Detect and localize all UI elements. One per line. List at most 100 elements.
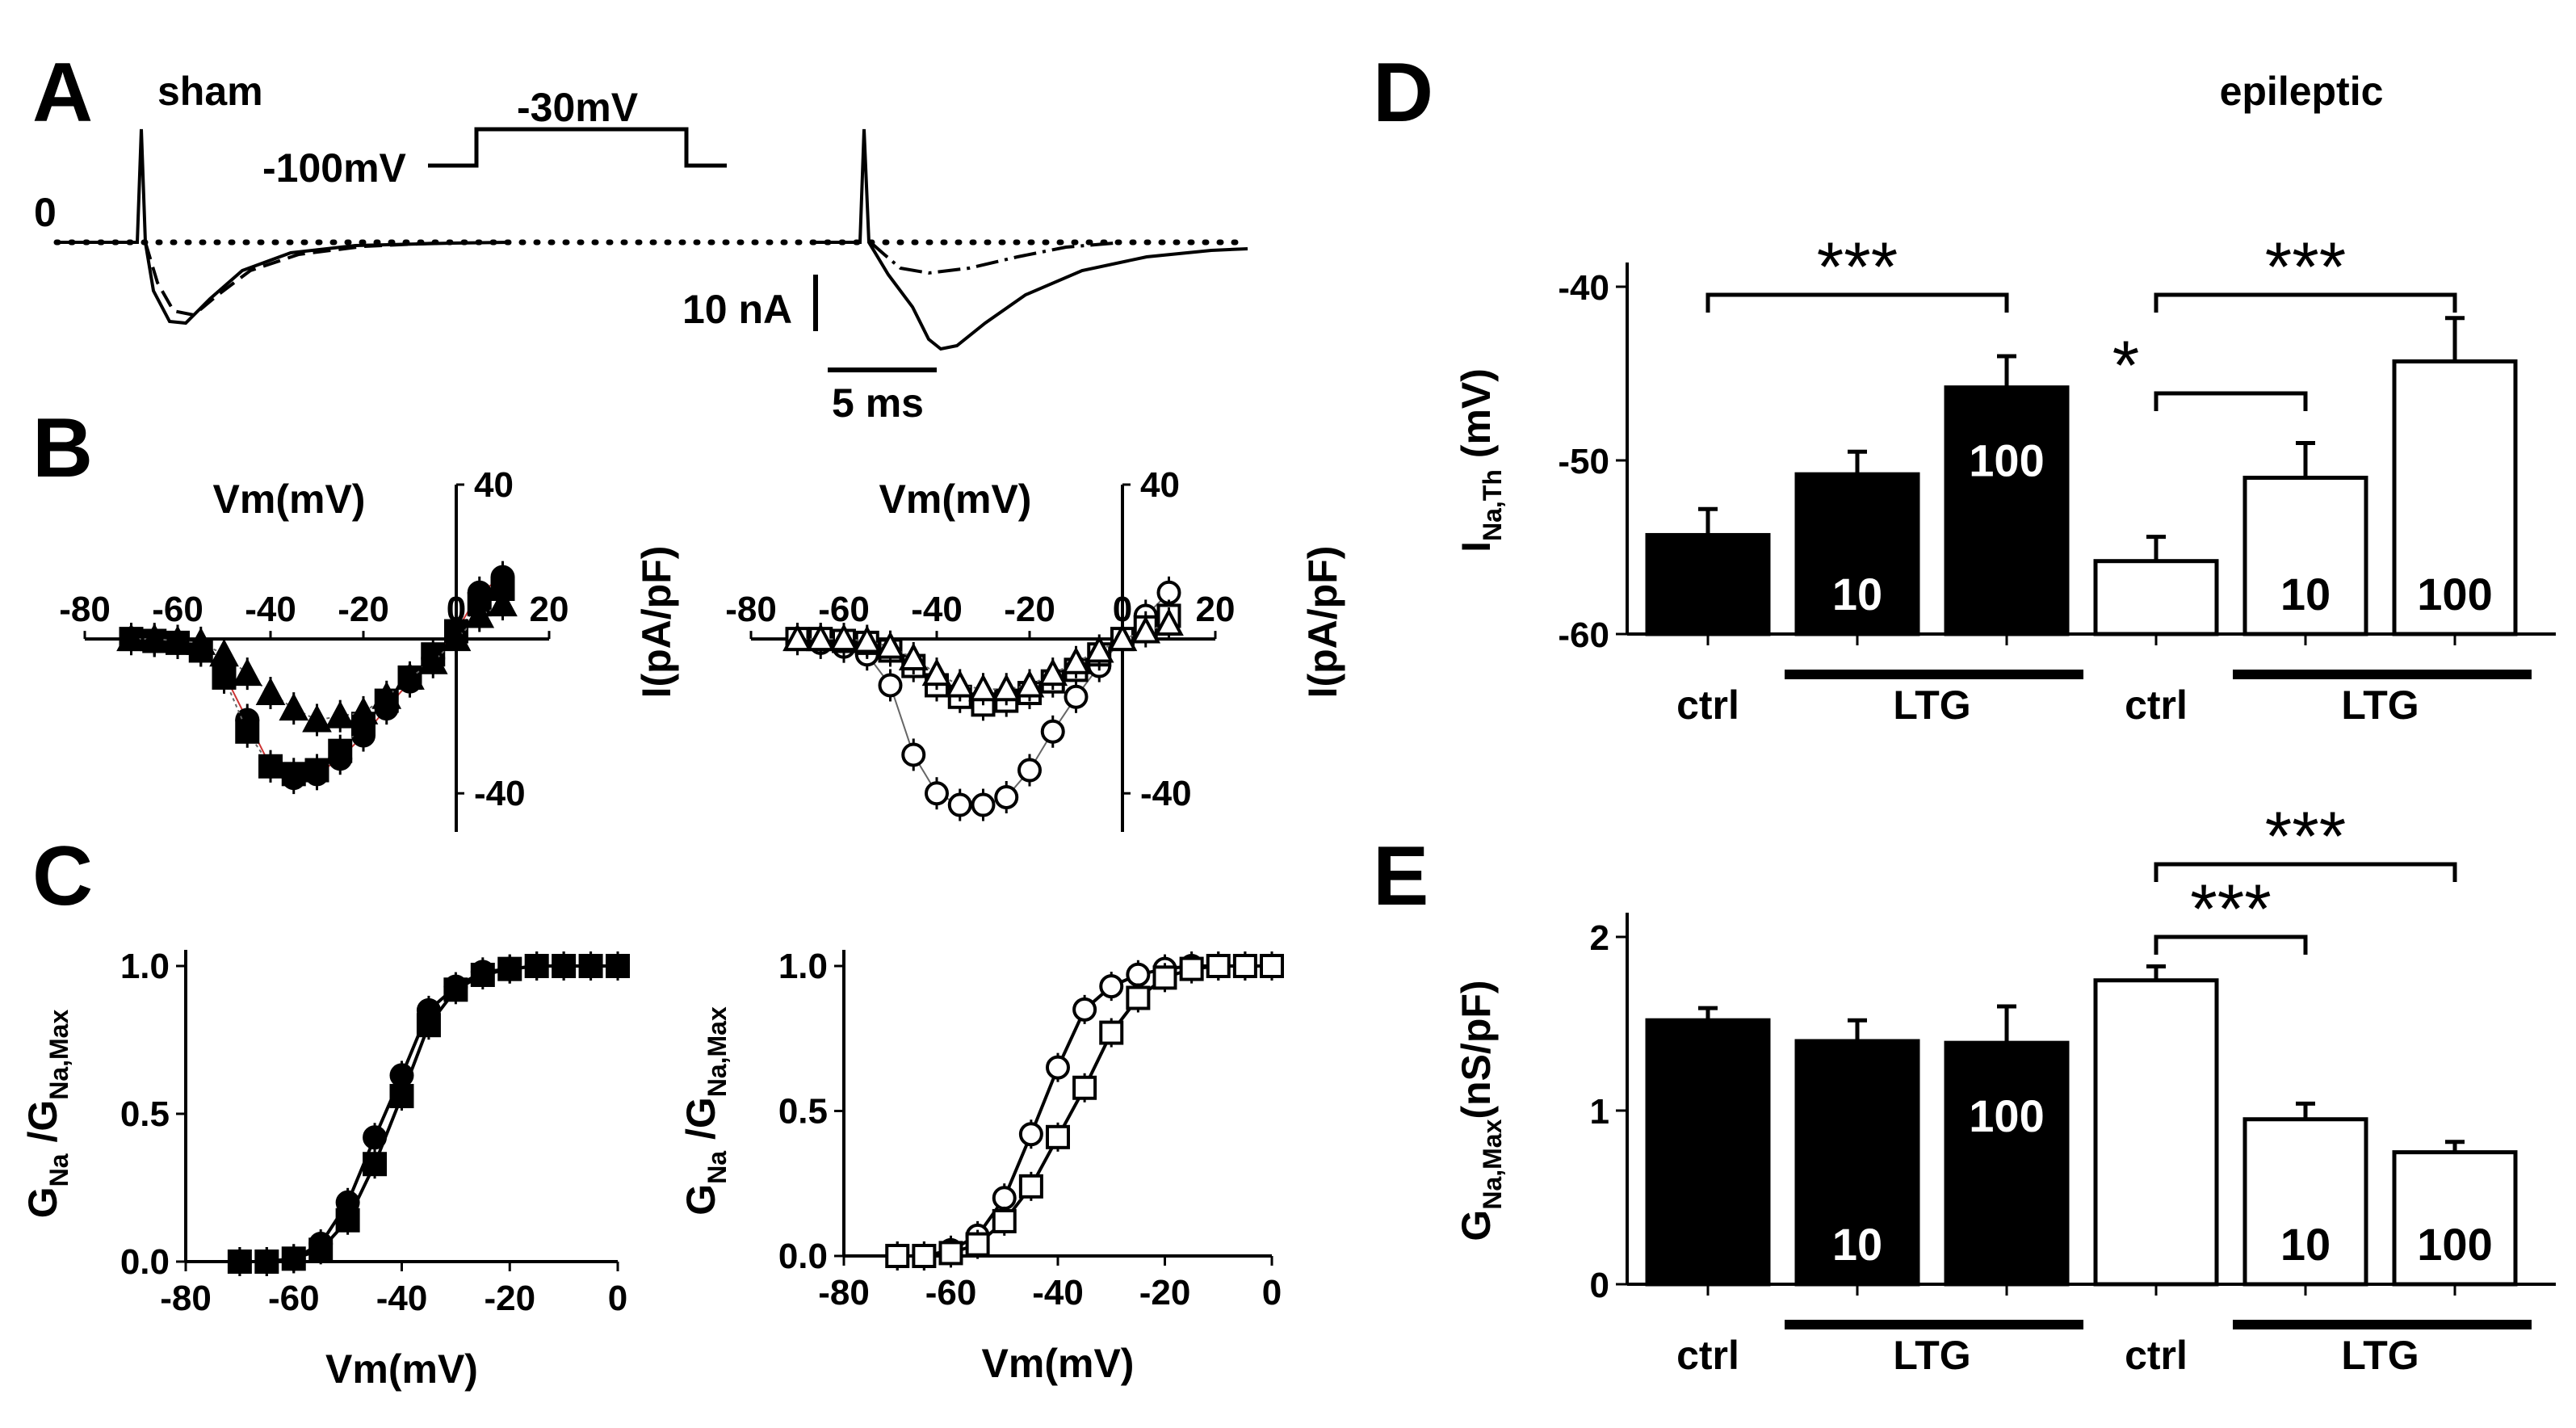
x-tick-label: -40 [376,1279,428,1318]
x-tick-label: -60 [925,1273,977,1312]
bar-inner-label: 10 [1832,569,1882,620]
x-tick-label: -20 [1004,590,1055,629]
group-label: ctrl [1676,682,1739,728]
data-point [363,1152,388,1177]
panel-c-left-activation-plot: -80 -60 -40 -20 0 0.0 0.5 1.0 Vm(mV) GNa /GNa,Max [20,947,630,1392]
epileptic-trace-dashdot [869,241,1115,275]
bar-inner-label: 100 [2417,569,2492,620]
sham-trace-dashed [144,242,437,317]
data-point [395,662,425,690]
y-tick-label: 0.0 [120,1242,170,1282]
data-point [1126,985,1151,1010]
protocol-step-label: -30mV [517,85,639,130]
data-point [991,673,1022,702]
data-point [912,1244,937,1268]
data-point [254,1250,279,1274]
data-point [925,781,949,806]
panel-letter-e: E [1373,830,1429,923]
data-point [1154,607,1184,636]
bar-inner-label: 100 [1969,435,2044,486]
data-point [255,677,286,705]
x-axis-label: Vm(mV) [213,477,366,522]
data-point [1099,974,1124,999]
data-point [162,625,193,653]
data-point [992,1208,1017,1233]
data-point [371,681,402,709]
y-axis-label-unit: (nS/pF) [1454,980,1499,1119]
current-scale-label: 10 nA [682,287,792,332]
y-axis-label: INa,Th (mV) [1454,368,1507,552]
group-label: LTG [1893,1333,1970,1378]
data-point [805,623,836,652]
y-tick-label: 2 [1590,918,1609,958]
bar [2392,359,2518,636]
significance-stars: *** [2265,798,2346,876]
data-point [497,956,522,981]
data-point [1072,997,1097,1022]
data-point [878,673,903,698]
data-point [416,1013,441,1038]
data-point [921,657,952,687]
panel-a-traces: sham -100mV -30mV 0 10 nA 5 ms [34,69,1251,426]
y-tick-label: 40 [1140,465,1180,505]
y-tick-label: 0.0 [778,1237,828,1276]
voltage-protocol [428,127,727,168]
bar [2093,559,2219,636]
data-point [606,954,630,978]
y-tick-label: 0.5 [778,1092,828,1132]
x-tick-label: -60 [152,590,203,629]
y-tick-label: 1.0 [778,947,828,986]
data-point [1084,635,1114,663]
data-point [1064,684,1089,709]
data-point [304,758,329,783]
y-tick-label: -50 [1558,442,1609,481]
data-point [279,692,309,721]
y-axis-label-sub: Na [703,1151,732,1184]
bar [2242,1117,2368,1287]
data-point [443,977,468,1002]
bar-inner-label: 10 [2280,569,2331,620]
data-point [1179,956,1204,981]
data-point [1018,1174,1043,1199]
data-point [782,623,812,652]
y-axis-label-sub: Na [44,1153,73,1186]
group-label: ctrl [1676,1333,1739,1378]
x-tick-label: -20 [1139,1273,1191,1312]
panel-d-title: epileptic [2220,69,2384,114]
data-point [139,623,170,652]
bar-inner-label: 10 [1832,1219,1882,1270]
x-tick-label: -80 [59,590,111,629]
panel-c-right-activation-plot: -80 -60 -40 -20 0 0.0 0.5 1.0 Vm(mV) GNa /GNa,Max [678,947,1284,1386]
significance-bracket [2154,292,2457,313]
y-axis-label: I(pA/pF) [634,546,679,699]
significance-bracket [2154,862,2457,882]
data-point [1131,615,1161,644]
epileptic-trace-solid [816,128,1248,351]
data-point [302,704,332,733]
y-tick-label: -40 [474,774,526,813]
y-axis-label-unit: (mV) [1454,368,1499,469]
data-point [258,754,283,779]
data-point [524,954,549,978]
data-point [1014,670,1045,698]
data-point [1038,657,1068,687]
data-point [1099,1020,1124,1045]
data-point [875,631,905,659]
data-point [1126,962,1151,987]
group-label: ctrl [2125,1333,2188,1378]
y-tick-label: 1.0 [120,947,170,986]
y-tick-label: -60 [1558,615,1609,655]
bar [2242,476,2368,636]
bar [1794,472,1920,636]
significance-stars: *** [2265,229,2346,306]
y-tick-label: -40 [1558,268,1609,308]
data-point [552,954,577,978]
data-point [1232,954,1257,978]
data-point [325,700,355,729]
data-point [1017,758,1042,783]
x-axis-label: Vm(mV) [879,477,1032,522]
data-point [885,1244,910,1268]
significance-bracket [2154,934,2308,955]
data-point [947,792,972,817]
